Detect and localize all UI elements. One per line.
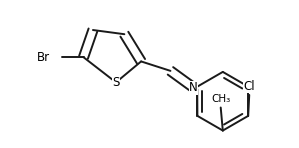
Text: N: N [189,81,198,94]
Text: S: S [112,76,120,89]
Text: CH₃: CH₃ [211,94,230,104]
Text: Br: Br [37,51,50,64]
Text: Cl: Cl [243,80,255,93]
